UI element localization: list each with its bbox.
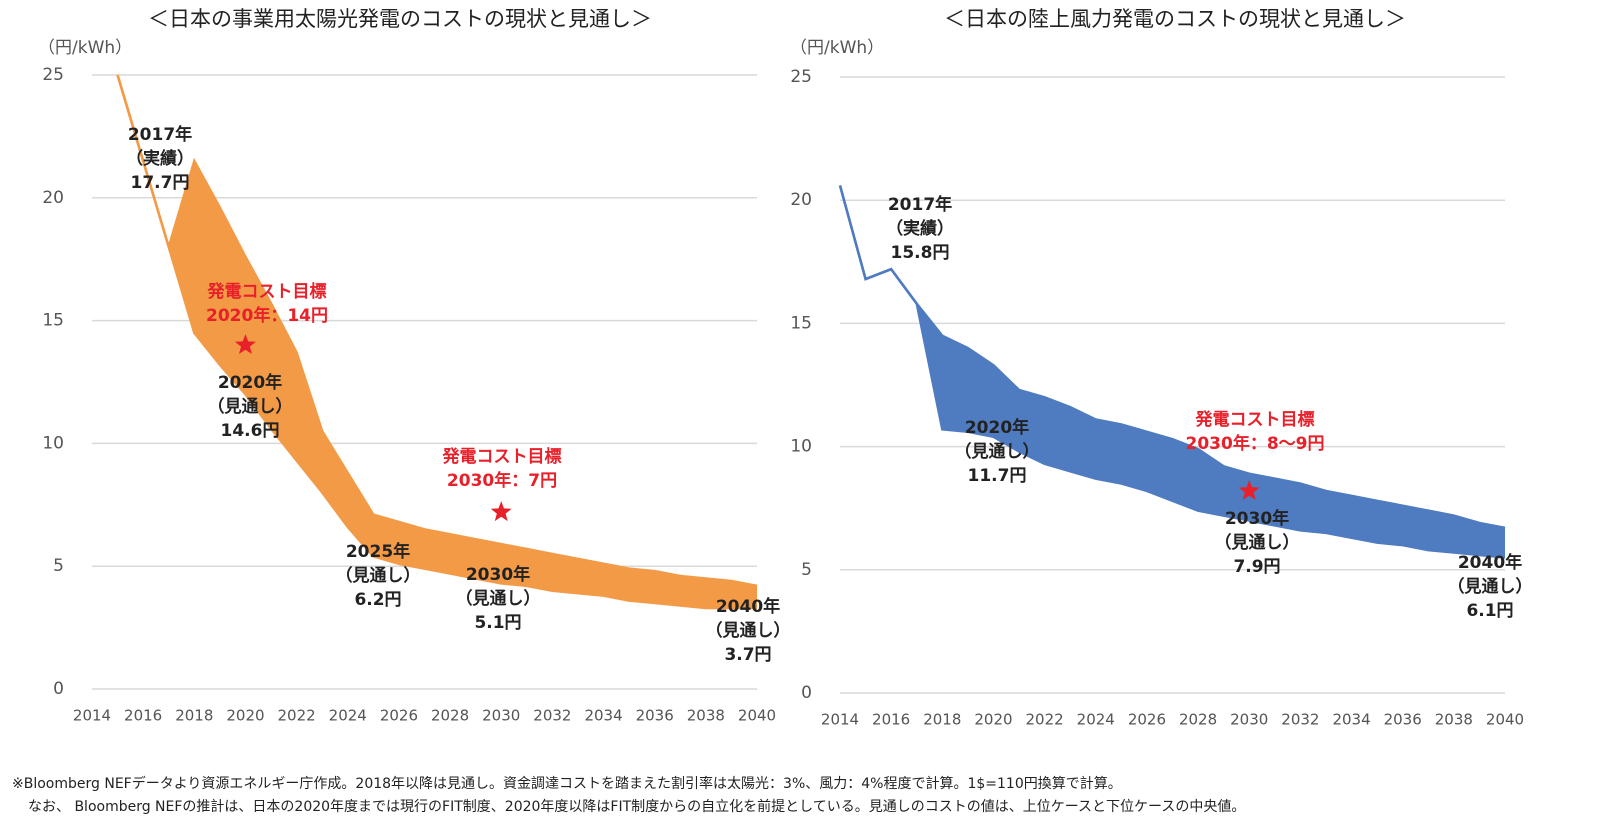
y-tick-label: 5 (801, 560, 812, 580)
callout: 2030年 (1225, 508, 1289, 529)
x-tick-label: 2030 (1230, 711, 1268, 729)
range-band (117, 75, 758, 608)
callout: 2017年 (128, 124, 192, 145)
callout: 2040年 (716, 596, 780, 617)
y-tick-label: 15 (790, 313, 812, 333)
callout: 2030年 (466, 564, 530, 585)
x-tick-label: 2034 (584, 707, 622, 725)
y-tick-label: 25 (42, 65, 64, 85)
x-tick-label: 2030 (482, 707, 520, 725)
callout: 5.1円 (474, 613, 521, 633)
lower-edge (838, 185, 1506, 559)
target-star (234, 334, 256, 355)
callout: （実績） (126, 148, 194, 169)
callout: 6.1円 (1466, 601, 1513, 621)
x-tick-label: 2036 (1384, 711, 1422, 729)
callout: 2020年 (218, 372, 282, 393)
callout: 2017年 (888, 194, 952, 215)
target-label: 2020年：14円 (206, 305, 328, 326)
x-tick-label: 2016 (872, 711, 910, 729)
target-star (1238, 479, 1260, 500)
footnote: ※Bloomberg NEFデータより資源エネルギー庁作成。2018年以降は見通… (12, 775, 1122, 792)
y-unit: （円/kWh） (790, 38, 884, 58)
x-tick-label: 2028 (1179, 711, 1217, 729)
callout: 2025年 (346, 541, 410, 562)
callout: （見通し） (1215, 532, 1300, 553)
target-label: 発電コスト目標 (442, 446, 562, 467)
x-tick-label: 2020 (226, 707, 264, 725)
callout: 15.8円 (891, 243, 950, 263)
callout: 11.7円 (968, 466, 1027, 486)
callout: （見通し） (456, 588, 541, 609)
callout: （見通し） (1448, 576, 1533, 597)
x-tick-label: 2014 (821, 711, 859, 729)
y-tick-label: 15 (42, 311, 64, 331)
range-band (840, 185, 1505, 558)
x-tick-label: 2028 (431, 707, 469, 725)
x-tick-label: 2020 (974, 711, 1012, 729)
upper-edge (116, 74, 758, 588)
x-tick-label: 2034 (1332, 711, 1370, 729)
callout: 2020年 (965, 417, 1029, 438)
y-tick-label: 25 (790, 67, 812, 87)
x-tick-label: 2024 (329, 707, 367, 725)
y-tick-label: 5 (53, 556, 64, 576)
x-tick-label: 2040 (1486, 711, 1524, 729)
lower-edge (116, 74, 757, 610)
x-tick-label: 2018 (175, 707, 213, 725)
y-tick-label: 10 (42, 433, 64, 453)
y-tick-label: 0 (53, 679, 64, 699)
callout: （見通し） (208, 396, 293, 417)
x-tick-label: 2022 (278, 707, 316, 725)
x-tick-label: 2018 (923, 711, 961, 729)
target-label: 2030年：7円 (447, 470, 557, 491)
callout: 3.7円 (724, 645, 771, 665)
x-tick-label: 2038 (1435, 711, 1473, 729)
target-label: 2030年：8～9円 (1186, 433, 1325, 454)
target-star (490, 501, 512, 522)
x-tick-label: 2014 (73, 707, 111, 725)
x-tick-label: 2032 (533, 707, 571, 725)
callout: 6.2円 (354, 590, 401, 610)
callout: 7.9円 (1233, 557, 1280, 577)
callout: （見通し） (706, 620, 791, 641)
x-tick-label: 2026 (1128, 711, 1166, 729)
x-tick-label: 2036 (636, 707, 674, 725)
y-tick-label: 10 (790, 437, 812, 457)
target-label: 発電コスト目標 (1195, 409, 1315, 430)
callout: （実績） (886, 218, 954, 239)
callout: 14.6円 (221, 421, 280, 441)
callout: 2040年 (1458, 552, 1522, 573)
x-tick-label: 2040 (738, 707, 776, 725)
y-tick-label: 20 (42, 188, 64, 208)
chart-title: ＜日本の陸上風力発電のコストの現状と見通し＞ (944, 7, 1406, 31)
x-tick-label: 2024 (1077, 711, 1115, 729)
callout: （見通し） (955, 441, 1040, 462)
callout: （見通し） (336, 565, 421, 586)
callout: 17.7円 (131, 173, 190, 193)
upper-edge (838, 185, 1506, 530)
y-tick-label: 20 (790, 190, 812, 210)
x-tick-label: 2026 (380, 707, 418, 725)
x-tick-label: 2038 (687, 707, 725, 725)
footnote: なお、 Bloomberg NEFの推計は、日本の2020年度までは現行のFIT… (28, 798, 1245, 815)
chart-title: ＜日本の事業用太陽光発電のコストの現状と見通し＞ (148, 7, 652, 31)
x-tick-label: 2032 (1281, 711, 1319, 729)
y-tick-label: 0 (801, 683, 812, 703)
target-label: 発電コスト目標 (207, 281, 327, 302)
x-tick-label: 2016 (124, 707, 162, 725)
x-tick-label: 2022 (1026, 711, 1064, 729)
y-unit: （円/kWh） (38, 38, 132, 58)
